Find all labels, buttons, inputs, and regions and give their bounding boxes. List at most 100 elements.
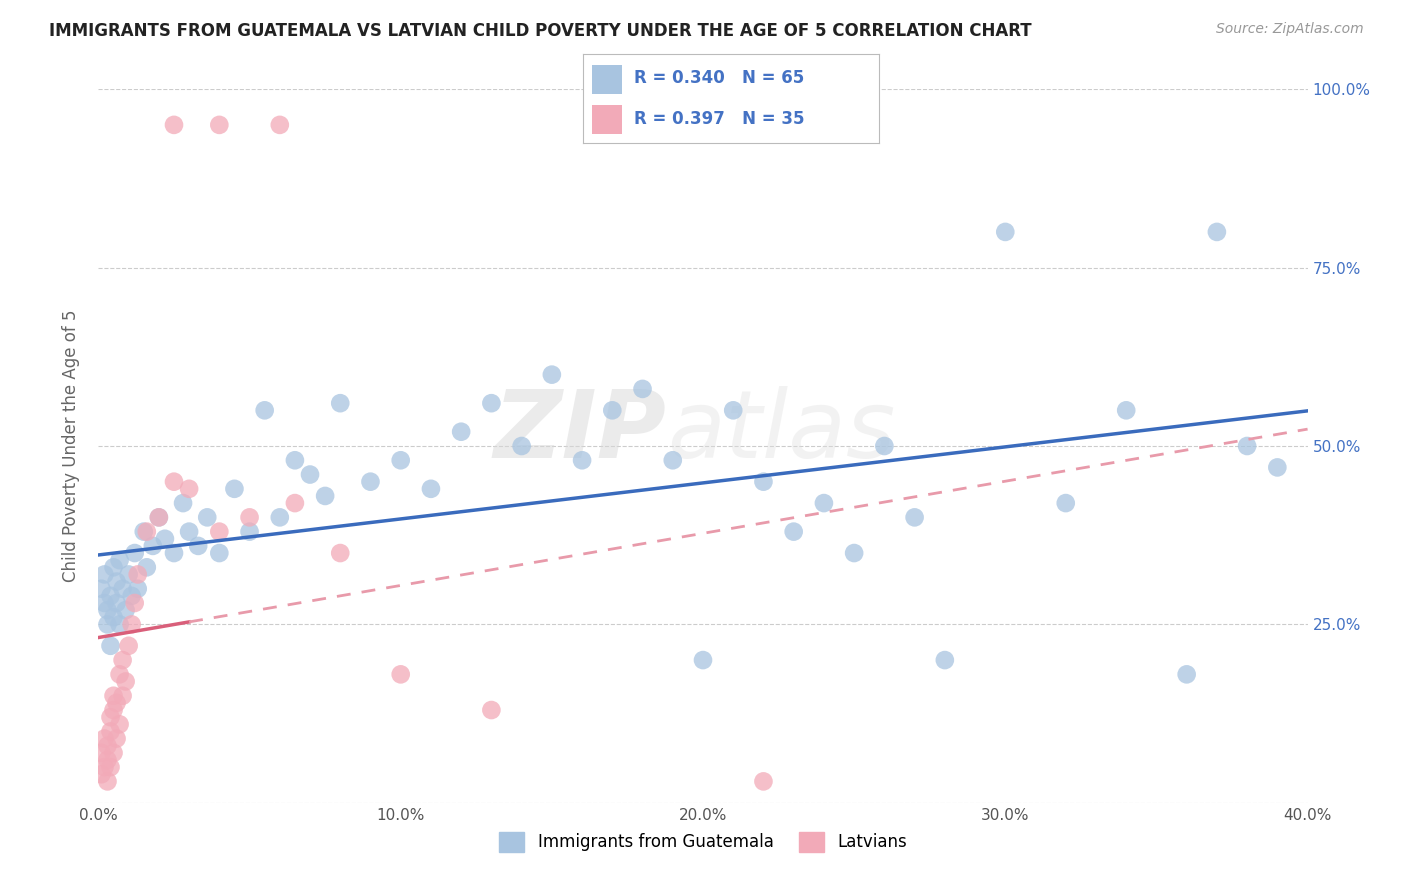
Point [172, 496, 194, 510]
Point [132, 524, 155, 539]
Point [314, 489, 336, 503]
Point [93, 596, 115, 610]
Point [93, 760, 115, 774]
Point [108, 553, 131, 567]
Point [253, 403, 276, 417]
Point [111, 653, 134, 667]
Bar [592, 105, 621, 134]
Point [602, 403, 624, 417]
Point [96, 617, 118, 632]
Point [994, 225, 1017, 239]
Point [108, 617, 131, 632]
Point [1236, 439, 1258, 453]
Point [153, 532, 176, 546]
Point [299, 467, 322, 482]
Point [187, 539, 209, 553]
Point [284, 496, 307, 510]
Point [873, 439, 896, 453]
Point [179, 524, 201, 539]
Point [100, 639, 122, 653]
Point [96, 739, 118, 753]
Point [934, 653, 956, 667]
Point [1267, 460, 1289, 475]
Point [103, 703, 125, 717]
Point [540, 368, 562, 382]
Point [100, 589, 122, 603]
Point [571, 453, 593, 467]
Point [93, 731, 115, 746]
Point [163, 118, 186, 132]
Point [1206, 225, 1229, 239]
Point [100, 724, 122, 739]
Point [100, 710, 122, 724]
Point [111, 582, 134, 596]
Point [103, 560, 125, 574]
Point [142, 539, 165, 553]
Text: IMMIGRANTS FROM GUATEMALA VS LATVIAN CHILD POVERTY UNDER THE AGE OF 5 CORRELATIO: IMMIGRANTS FROM GUATEMALA VS LATVIAN CHI… [49, 22, 1032, 40]
Point [661, 453, 683, 467]
Point [121, 589, 143, 603]
Point [844, 546, 866, 560]
Point [105, 574, 128, 589]
Point [96, 753, 118, 767]
Point [389, 453, 412, 467]
Point [752, 774, 775, 789]
Point [269, 118, 291, 132]
Point [239, 524, 262, 539]
Text: R = 0.397   N = 35: R = 0.397 N = 35 [634, 110, 804, 128]
Point [96, 774, 118, 789]
Point [105, 596, 128, 610]
Point [114, 603, 136, 617]
Point [1175, 667, 1198, 681]
Point [269, 510, 291, 524]
Point [208, 118, 231, 132]
Point [723, 403, 745, 417]
Point [114, 674, 136, 689]
Point [904, 510, 927, 524]
Point [127, 567, 149, 582]
Point [148, 510, 170, 524]
Point [108, 667, 131, 681]
Point [360, 475, 382, 489]
Y-axis label: Child Poverty Under the Age of 5: Child Poverty Under the Age of 5 [62, 310, 80, 582]
Point [389, 667, 412, 681]
Point [96, 603, 118, 617]
Point [124, 546, 146, 560]
Point [1054, 496, 1077, 510]
Point [163, 546, 186, 560]
Text: R = 0.340   N = 65: R = 0.340 N = 65 [634, 70, 804, 87]
Point [752, 475, 775, 489]
Point [103, 610, 125, 624]
Point [481, 703, 503, 717]
Legend: Immigrants from Guatemala, Latvians: Immigrants from Guatemala, Latvians [492, 825, 914, 859]
Point [135, 524, 157, 539]
Point [813, 496, 835, 510]
Point [329, 396, 352, 410]
Point [105, 731, 128, 746]
Point [100, 760, 122, 774]
Point [90, 767, 112, 781]
Point [510, 439, 533, 453]
Text: Source: ZipAtlas.com: Source: ZipAtlas.com [1216, 22, 1364, 37]
Point [105, 696, 128, 710]
Point [450, 425, 472, 439]
Point [284, 453, 307, 467]
Point [121, 617, 143, 632]
Point [163, 475, 186, 489]
Point [111, 689, 134, 703]
Point [239, 510, 262, 524]
Point [93, 567, 115, 582]
Point [481, 396, 503, 410]
Point [631, 382, 654, 396]
Point [118, 567, 141, 582]
Point [179, 482, 201, 496]
Point [118, 639, 141, 653]
Point [1115, 403, 1137, 417]
Point [103, 746, 125, 760]
Point [127, 582, 149, 596]
Point [103, 689, 125, 703]
Point [208, 524, 231, 539]
Point [208, 546, 231, 560]
Text: atlas: atlas [666, 386, 896, 477]
Point [224, 482, 246, 496]
